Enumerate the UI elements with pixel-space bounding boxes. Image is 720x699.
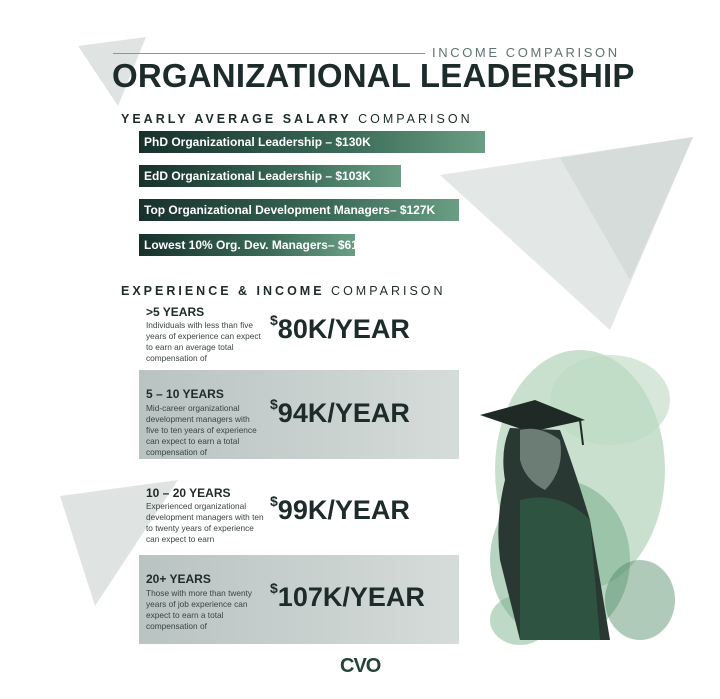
heading-light: COMPARISON [351,112,473,126]
row-value: $99K/YEAR [270,493,410,526]
salary-section-heading: YEARLY AVERAGE SALARY COMPARISON [121,112,473,126]
row-description: Experienced organizational development m… [146,501,264,544]
row-title: 5 – 10 YEARS [146,387,224,401]
currency-symbol: $ [270,312,278,328]
salary-bar-top-managers: Top Organizational Development Managers–… [139,199,459,221]
value-text: 94K/YEAR [277,398,410,428]
currency-symbol: $ [270,580,278,596]
salary-bar-edd: EdD Organizational Leadership – $103K [139,165,401,187]
value-text: 107K/YEAR [277,582,425,612]
decor-triangle-right-shade [560,137,693,280]
currency-symbol: $ [270,396,278,412]
experience-row: 10 – 20 YEARS Experienced organizational… [139,480,459,545]
row-description: Mid-career organizational development ma… [146,403,257,457]
row-value: $94K/YEAR [270,396,410,429]
row-description: Those with more than twenty years of job… [146,588,253,631]
page-title: ORGANIZATIONAL LEADERSHIP [112,57,635,94]
row-value: $80K/YEAR [270,312,410,345]
currency-symbol: $ [270,493,278,509]
experience-row: 5 – 10 YEARS Mid-career organizational d… [139,370,459,459]
salary-bar-phd: PhD Organizational Leadership – $130K [139,131,485,153]
heading-bold: EXPERIENCE & INCOME [121,284,325,298]
value-text: 99K/YEAR [277,495,410,525]
decor-triangle-left [60,480,178,606]
decor-triangle-top-left [78,37,146,106]
experience-section-heading: EXPERIENCE & INCOME COMPARISON [121,284,446,298]
page-subtitle: INCOME COMPARISON [432,45,620,60]
title-rule [113,53,425,54]
heading-light: COMPARISON [324,284,446,298]
row-title: 10 – 20 YEARS [146,486,231,500]
row-title: 20+ YEARS [146,572,211,586]
experience-row: >5 YEARS Individuals with less than five… [139,300,459,365]
heading-bold: YEARLY AVERAGE SALARY [121,112,352,126]
row-value: $107K/YEAR [270,580,425,613]
experience-row: 20+ YEARS Those with more than twenty ye… [139,555,459,644]
row-title: >5 YEARS [146,305,205,319]
salary-bar-lowest-10: Lowest 10% Org. Dev. Managers– $61K [139,234,367,256]
brand-logo: CVO [340,655,381,677]
graduate-illustration [480,350,675,645]
value-text: 80K/YEAR [277,314,410,344]
row-description: Individuals with less than five years of… [146,320,261,363]
